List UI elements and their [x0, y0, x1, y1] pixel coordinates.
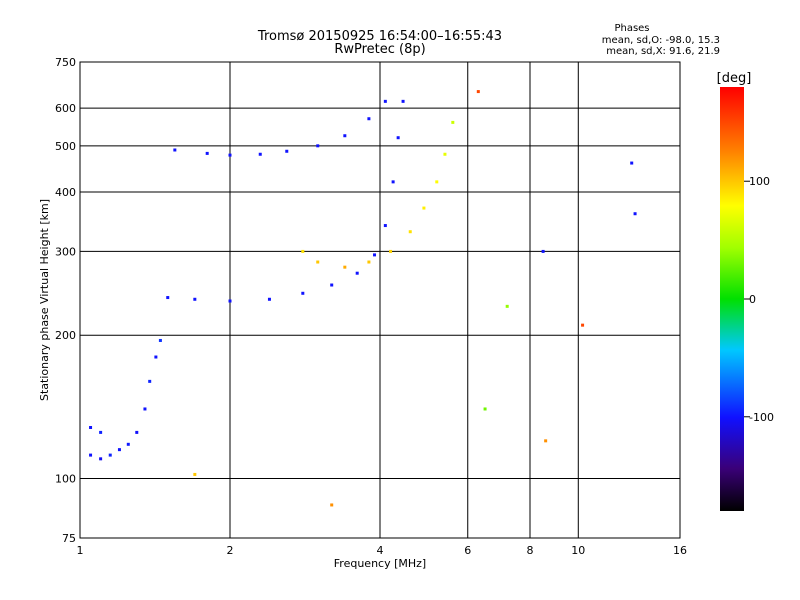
data-point — [267, 297, 271, 301]
y-tick-label: 300 — [55, 245, 76, 258]
x-tick-label: 16 — [673, 544, 687, 557]
data-point — [330, 283, 334, 287]
grid-lines — [80, 62, 680, 538]
data-point — [505, 304, 509, 308]
data-point — [389, 249, 393, 253]
data-point — [285, 149, 289, 153]
data-point — [89, 453, 93, 457]
colorbar — [720, 87, 744, 511]
data-point — [108, 453, 112, 457]
data-point — [630, 161, 634, 165]
data-point — [581, 323, 585, 327]
x-tick-label: 6 — [464, 544, 471, 557]
x-tick-label: 4 — [377, 544, 384, 557]
data-point — [408, 230, 412, 234]
axis-ticks: 1 2 4 6 8 10 16 75 100 200 300 400 500 600 750 — [55, 56, 687, 557]
data-point — [330, 503, 334, 507]
x-tick-label: 1 — [77, 544, 84, 557]
data-point — [633, 212, 637, 216]
data-point — [401, 99, 405, 103]
y-tick-label: 200 — [55, 329, 76, 342]
y-tick-label: 500 — [55, 140, 76, 153]
data-point — [355, 271, 359, 275]
data-point — [367, 117, 371, 121]
x-tick-label: 2 — [227, 544, 234, 557]
data-point — [228, 153, 232, 157]
data-point — [99, 457, 103, 461]
y-tick-label: 400 — [55, 186, 76, 199]
stats-line-x: mean, sd,X: 91.6, 21.9 — [606, 46, 720, 57]
data-point — [126, 442, 130, 446]
data-point — [143, 407, 147, 411]
data-point — [435, 180, 439, 184]
data-point — [396, 136, 400, 140]
data-point — [373, 253, 377, 257]
x-axis-label: Frequency [MHz] — [334, 557, 426, 570]
data-point — [316, 260, 320, 264]
y-axis-label: Stationary phase Virtual Height [km] — [38, 199, 51, 401]
data-point — [158, 338, 162, 342]
data-point — [166, 296, 170, 300]
y-tick-label: 100 — [55, 473, 76, 486]
colorbar-tick-label: 100 — [749, 175, 770, 188]
data-point — [193, 297, 197, 301]
colorbar-tick-label: 0 — [749, 293, 756, 306]
y-tick-label: 75 — [62, 532, 76, 545]
data-point — [541, 249, 545, 253]
x-tick-label: 8 — [527, 544, 534, 557]
chart-title: Tromsø 20150925 16:54:00–16:55:43 — [257, 29, 502, 44]
colorbar-tick-label: -100 — [749, 411, 774, 424]
chart-subtitle: RwPretec (8p) — [334, 42, 425, 57]
data-point — [135, 430, 139, 434]
data-point — [476, 90, 480, 94]
data-point — [443, 152, 447, 156]
data-point — [316, 144, 320, 148]
data-point — [89, 425, 93, 429]
colorbar-ticks: 100 0 -100 — [744, 175, 774, 424]
data-point — [99, 430, 103, 434]
data-point — [148, 379, 152, 383]
data-point — [544, 439, 548, 443]
data-point — [193, 472, 197, 476]
stats-header: Phases — [614, 23, 649, 34]
y-tick-label: 750 — [55, 56, 76, 69]
data-point — [301, 291, 305, 295]
colorbar-label: [deg] — [717, 71, 752, 86]
data-points — [89, 90, 637, 507]
data-point — [258, 152, 262, 156]
data-point — [343, 265, 347, 269]
data-point — [422, 206, 426, 210]
data-point — [451, 120, 455, 124]
data-point — [117, 448, 121, 452]
data-point — [383, 99, 387, 103]
plot-frame — [79, 61, 681, 539]
data-point — [383, 224, 387, 228]
x-tick-label: 10 — [571, 544, 585, 557]
data-point — [173, 148, 177, 152]
data-point — [205, 151, 209, 155]
stats-line-o: mean, sd,O: -98.0, 15.3 — [602, 35, 720, 46]
data-point — [228, 299, 232, 303]
data-point — [343, 134, 347, 138]
y-tick-label: 600 — [55, 102, 76, 115]
data-point — [154, 355, 158, 359]
data-point — [367, 260, 371, 264]
data-point — [301, 249, 305, 253]
data-point — [391, 180, 395, 184]
data-point — [483, 407, 487, 411]
